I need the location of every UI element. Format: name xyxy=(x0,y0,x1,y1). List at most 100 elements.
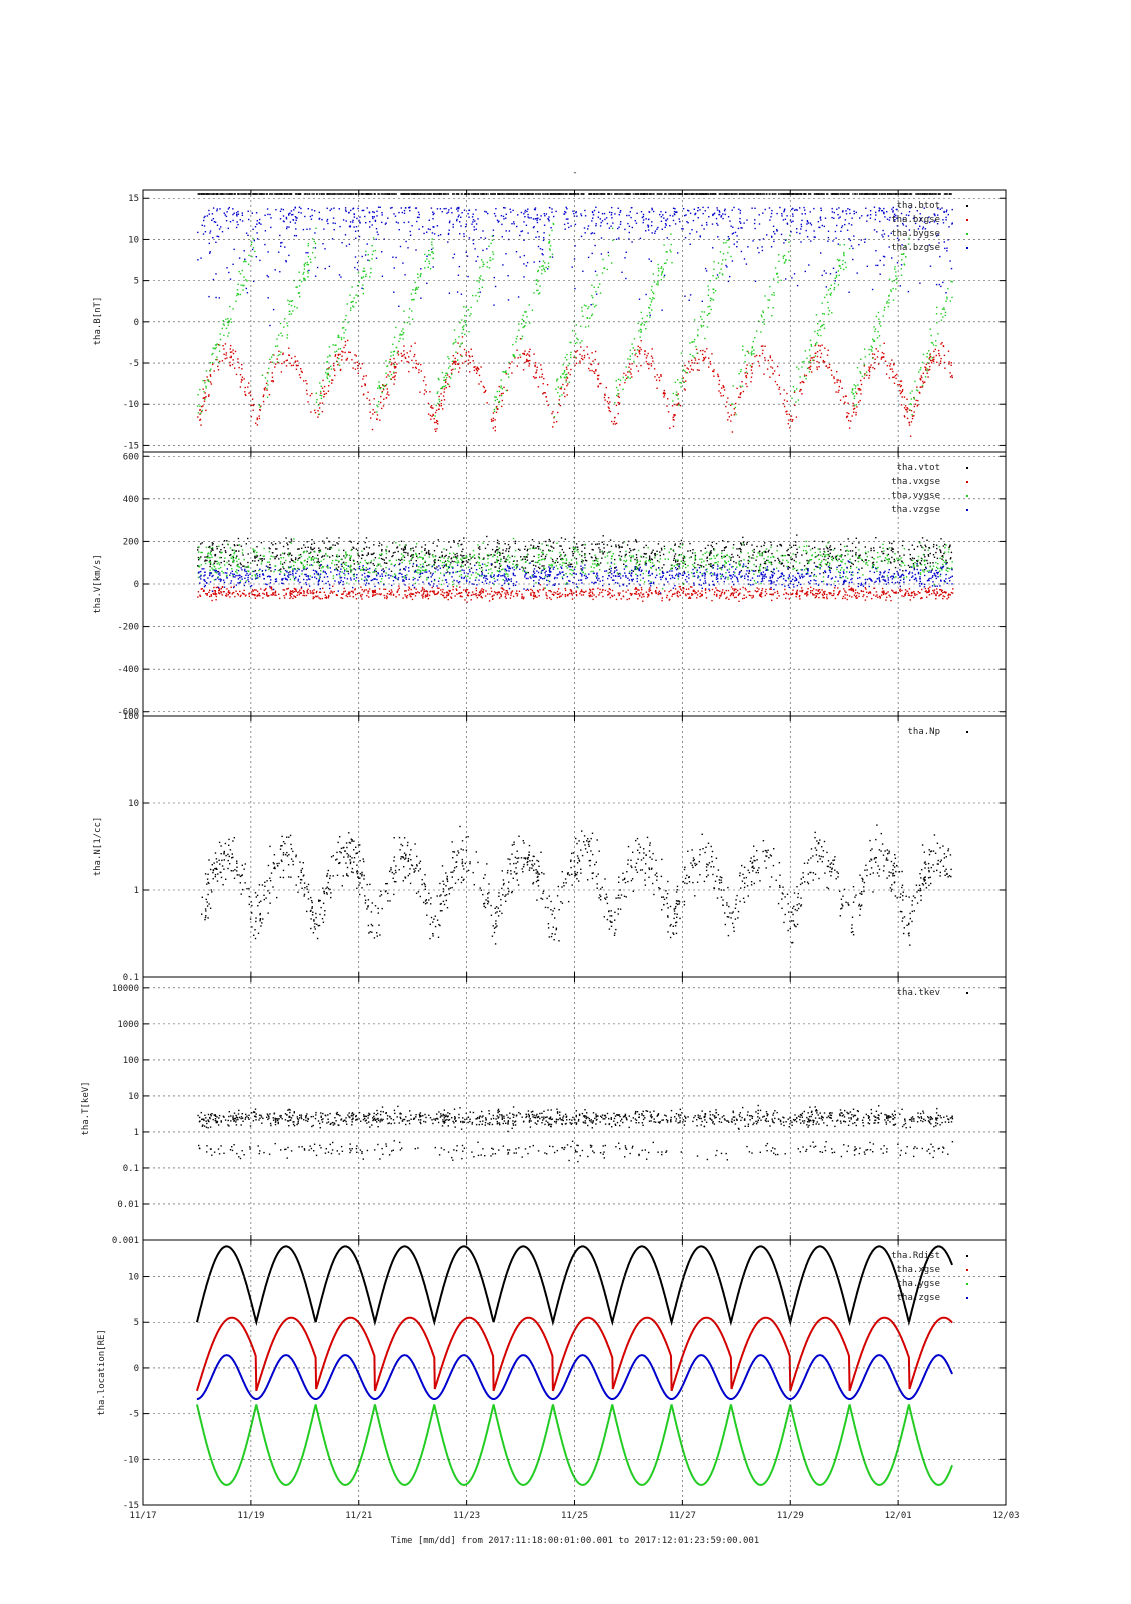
y-tick-label: 15 xyxy=(128,194,139,204)
y-tick-label: 0 xyxy=(134,580,139,590)
series-points-tha.vxgse xyxy=(197,584,953,603)
x-tick-label: 11/19 xyxy=(237,1511,264,1521)
y-tick-label: -10 xyxy=(123,1455,139,1465)
legend-entry: tha.vzgse xyxy=(891,505,940,515)
legend-entry: tha.bygse xyxy=(891,229,940,239)
panel-1-grid xyxy=(143,190,1006,452)
y-tick-label: 1 xyxy=(134,886,139,896)
y-axis-label: tha.T[keV] xyxy=(81,1081,91,1135)
legend-entry: tha.Np xyxy=(907,727,940,737)
legend-swatch xyxy=(966,992,968,994)
y-tick-label: 5 xyxy=(134,277,139,287)
panel-2-data xyxy=(197,534,954,602)
series-points-tha.tkev xyxy=(197,1105,953,1163)
panel-1: -15 -10 -5 0 5 10 15 tha.B[nT] tha.btot tha.bxgse… xyxy=(93,190,1006,452)
legend-entry: tha.vtot xyxy=(897,463,940,473)
legend-swatch xyxy=(966,1269,968,1271)
series-points-tha.bxgse xyxy=(197,336,953,437)
legend-swatch xyxy=(966,509,968,511)
legend-swatch xyxy=(966,467,968,469)
y-tick-label: 1000 xyxy=(117,1020,139,1030)
panel-1-legend: tha.btot tha.bxgse tha.bygse tha.bzgse xyxy=(891,201,968,253)
panel-1-data xyxy=(197,193,953,437)
x-tick-label: 12/03 xyxy=(992,1511,1019,1521)
x-tick-label: 11/17 xyxy=(129,1511,156,1521)
legend-swatch xyxy=(966,1255,968,1257)
legend-swatch xyxy=(966,219,968,221)
y-tick-label: 10 xyxy=(128,1092,139,1102)
panel-3-legend: tha.Np xyxy=(907,727,968,737)
legend-entry: tha.Rdist xyxy=(891,1251,940,1261)
y-axis-label: tha.V[km/s] xyxy=(93,554,103,614)
panel-2: -600-400-2000200400600tha.V[km/s]tha.vto… xyxy=(93,452,1006,718)
y-tick-label: -15 xyxy=(123,1501,139,1511)
x-axis-label: Time [mm/dd] from 2017:11:18:00:01:00.00… xyxy=(391,1536,759,1546)
y-tick-label: 100 xyxy=(123,1056,139,1066)
legend-entry: tha.bzgse xyxy=(891,243,940,253)
series-points-tha.bygse xyxy=(197,223,953,418)
legend-entry: tha.tkev xyxy=(897,988,940,998)
x-tick-label: 11/25 xyxy=(561,1511,588,1521)
y-tick-label: 10000 xyxy=(112,984,139,994)
legend-swatch xyxy=(966,247,968,249)
chart-title: - xyxy=(572,168,577,178)
panel-4-legend: tha.tkev xyxy=(897,988,968,998)
panels: -15-10-5051015tha.B[nT]tha.btottha.bxgse… xyxy=(81,190,1020,1521)
y-tick-label: 200 xyxy=(123,537,139,547)
panel-2-legend: tha.vtot tha.vxgse tha.vygse tha.vzgse xyxy=(891,463,968,515)
series-points-tha.vygse xyxy=(198,538,953,590)
y-tick-label: 0.001 xyxy=(112,1236,139,1246)
x-tick-label: 11/27 xyxy=(669,1511,696,1521)
panel-5: -15-10-50510tha.location[RE]tha.Rdisttha… xyxy=(97,1240,1006,1511)
legend-entry: tha.btot xyxy=(897,201,940,211)
legend-entry: tha.bxgse xyxy=(891,215,940,225)
panel-4-grid xyxy=(143,977,1006,1240)
legend-swatch xyxy=(966,1283,968,1285)
y-tick-label: 10 xyxy=(128,1273,139,1283)
y-tick-label: -5 xyxy=(128,1410,139,1420)
legend-swatch xyxy=(966,731,968,733)
panel-4: 0.001 0.01 0.1 1 10 100 1000 10000 tha.T[keV] tha… xyxy=(81,977,1006,1246)
panel-5-legend: tha.Rdist tha.xgse tha.ygse tha.zgse xyxy=(891,1251,968,1303)
y-tick-label: 5 xyxy=(134,1318,139,1328)
panel-3-grid xyxy=(143,716,1006,977)
legend-entry: tha.vxgse xyxy=(891,477,940,487)
y-tick-label: -15 xyxy=(123,441,139,451)
y-tick-label: -5 xyxy=(128,359,139,369)
panel-3-data xyxy=(201,824,952,945)
panel-2-grid xyxy=(143,452,1006,716)
y-axis-label: tha.B[nT] xyxy=(93,297,103,346)
y-tick-label: 0.01 xyxy=(117,1200,139,1210)
series-points-tha.vtot xyxy=(197,534,953,574)
y-tick-label: 10 xyxy=(128,799,139,809)
y-tick-label: 0 xyxy=(134,1364,139,1374)
x-tick-label: 12/01 xyxy=(885,1511,912,1521)
y-tick-label: 400 xyxy=(123,495,139,505)
legend-swatch xyxy=(966,205,968,207)
series-points-tha.vzgse xyxy=(198,560,953,593)
y-tick-label: 600 xyxy=(123,452,139,462)
y-tick-label: 0.1 xyxy=(123,973,139,983)
legend-entry: tha.ygse xyxy=(897,1279,940,1289)
legend-entry: tha.vygse xyxy=(891,491,940,501)
y-axis-label: tha.N[1/cc] xyxy=(93,817,103,877)
legend-entry: tha.zgse xyxy=(897,1293,940,1303)
y-tick-label: 1 xyxy=(134,1128,139,1138)
y-tick-label: 10 xyxy=(128,235,139,245)
legend-swatch xyxy=(966,1297,968,1299)
y-tick-label: 0.1 xyxy=(123,1164,139,1174)
legend-swatch xyxy=(966,233,968,235)
series-points-tha.Np xyxy=(201,824,952,945)
y-tick-label: -400 xyxy=(117,665,139,675)
x-tick-label: 11/29 xyxy=(777,1511,804,1521)
y-tick-label: 0 xyxy=(134,318,139,328)
x-tick-label: 11/21 xyxy=(345,1511,372,1521)
series-line-tha.xgse xyxy=(197,1318,952,1391)
y-axis-label: tha.location[RE] xyxy=(97,1329,107,1416)
y-tick-label: -10 xyxy=(123,400,139,410)
legend-entry: tha.xgse xyxy=(897,1265,940,1275)
legend-swatch xyxy=(966,495,968,497)
